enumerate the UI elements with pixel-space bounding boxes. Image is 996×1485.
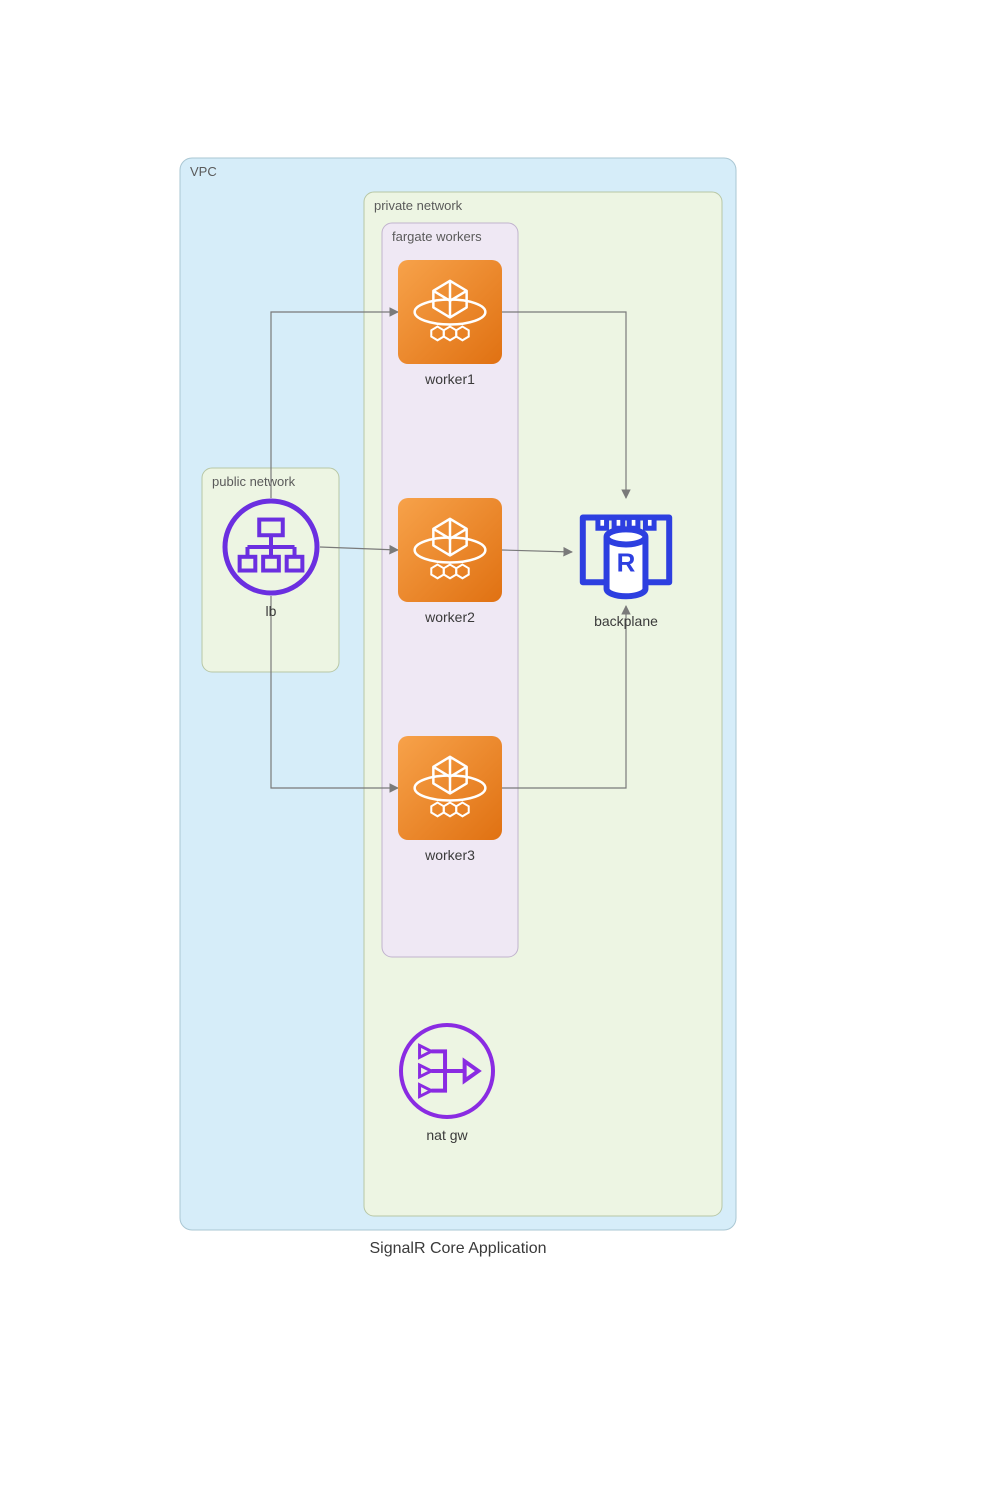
node-lb-label: lb	[266, 603, 277, 619]
node-backplane-label: backplane	[594, 613, 658, 629]
node-worker1-label: worker1	[424, 371, 475, 387]
diagram-caption: SignalR Core Application	[180, 1240, 736, 1258]
node-worker2-label: worker2	[424, 609, 475, 625]
fargate-cluster-box-label: fargate workers	[392, 229, 482, 244]
public-network-box-label: public network	[212, 474, 296, 489]
node-natgw-label: nat gw	[426, 1127, 468, 1143]
worker2-icon	[398, 498, 502, 602]
worker1-icon	[398, 260, 502, 364]
svg-text:R: R	[617, 549, 636, 577]
diagram-canvas: VPC private network public network fargate …	[0, 0, 996, 1480]
node-worker3-label: worker3	[424, 847, 475, 863]
worker3-icon	[398, 736, 502, 840]
private-network-box-label: private network	[374, 198, 463, 213]
vpc-box-label: VPC	[190, 164, 217, 179]
